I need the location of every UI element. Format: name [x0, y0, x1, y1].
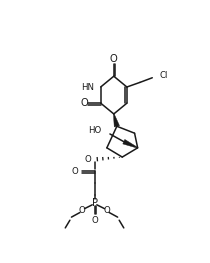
Text: O: O	[85, 155, 92, 164]
Text: O: O	[104, 206, 110, 215]
Polygon shape	[123, 139, 138, 148]
Polygon shape	[113, 114, 119, 127]
Text: O: O	[79, 206, 86, 215]
Text: O: O	[91, 216, 98, 225]
Text: P: P	[92, 198, 97, 208]
Text: HO: HO	[88, 126, 101, 135]
Text: O: O	[81, 98, 88, 108]
Text: O: O	[72, 167, 78, 176]
Text: O: O	[110, 53, 118, 63]
Text: HN: HN	[81, 83, 94, 92]
Text: Cl: Cl	[160, 71, 168, 80]
